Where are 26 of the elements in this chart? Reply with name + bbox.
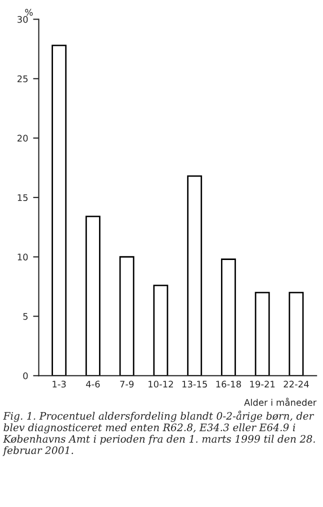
x-axis-title: Alder i måneder bbox=[244, 398, 317, 406]
caption: Fig. 1. Procentuel aldersfordeling blandt 0-2-årige børn, der blev diagnosticeret med enten R62.8, E34.3 eller E64.9 i Københavns Amt i perioden fra den 1. marts 1999 til den 28. februar 2001. bbox=[2, 410, 315, 456]
x-tick-label: 4-6 bbox=[86, 380, 100, 388]
y-axis-title: % bbox=[25, 8, 33, 16]
x-tick-label: 13-15 bbox=[182, 380, 207, 388]
y-tick-label: 25 bbox=[18, 75, 28, 82]
bar bbox=[187, 175, 202, 376]
y-tick-label: 5 bbox=[23, 313, 28, 320]
bar bbox=[254, 292, 270, 376]
bar bbox=[52, 44, 67, 376]
y-tick-label: 20 bbox=[18, 134, 28, 142]
y-tick-label: 10 bbox=[18, 254, 28, 260]
y-tick-label: 15 bbox=[18, 194, 28, 202]
bar bbox=[288, 292, 304, 376]
y-tick-label: 30 bbox=[18, 16, 28, 23]
x-tick-label: 16-18 bbox=[216, 380, 241, 388]
bar bbox=[119, 256, 134, 376]
bar bbox=[85, 216, 100, 376]
bar bbox=[153, 284, 168, 376]
x-tick-label: 10-12 bbox=[148, 380, 173, 388]
x-tick-label: 19-21 bbox=[250, 380, 275, 388]
x-tick-label: 7-9 bbox=[120, 380, 134, 388]
bar bbox=[220, 258, 236, 376]
x-tick-label: 22-24 bbox=[284, 380, 309, 388]
x-tick-label: 1-3 bbox=[52, 380, 66, 388]
y-tick-label: 0 bbox=[23, 372, 28, 380]
